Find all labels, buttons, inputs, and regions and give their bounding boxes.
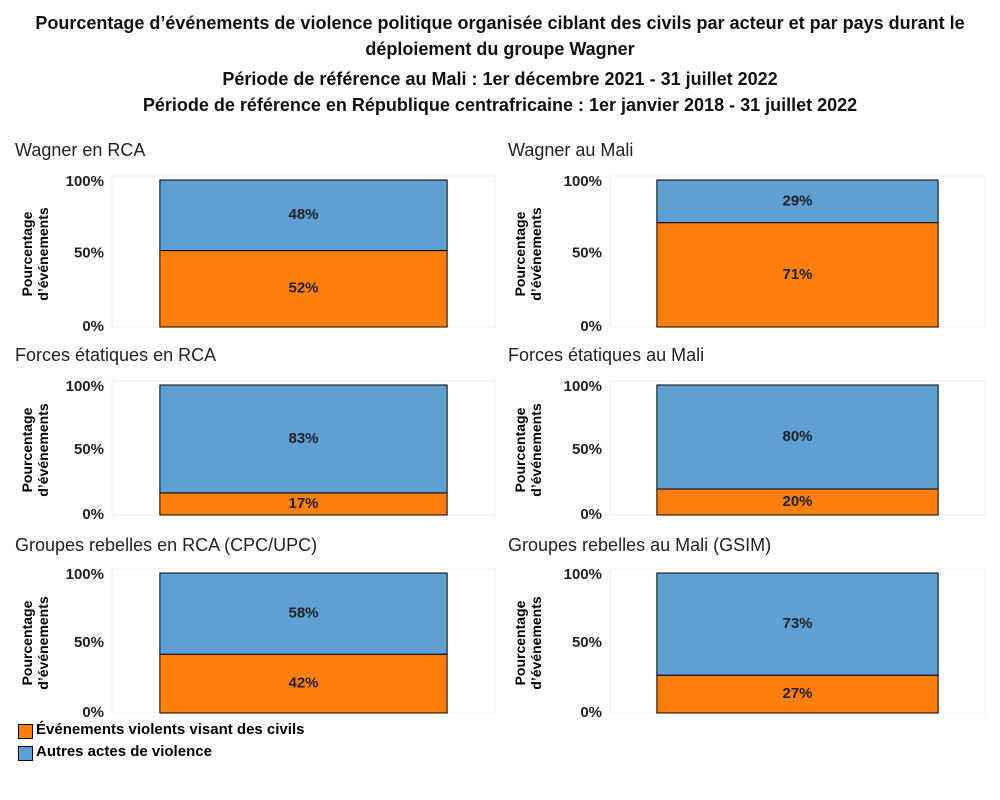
y-tick-label: 50% bbox=[572, 244, 602, 261]
value-label: 27% bbox=[782, 685, 812, 702]
y-tick-label: 0% bbox=[82, 704, 104, 721]
y-tick-label: 50% bbox=[572, 441, 602, 458]
y-tick-label: 100% bbox=[66, 378, 104, 395]
y-tick-label: 0% bbox=[580, 704, 602, 721]
legend-label: Autres actes de violence bbox=[36, 743, 212, 760]
y-axis-label: Pourcentage d’événements bbox=[19, 403, 51, 497]
value-label: 48% bbox=[288, 206, 318, 223]
y-tick-label: 50% bbox=[572, 634, 602, 651]
y-tick-label: 100% bbox=[66, 566, 104, 583]
chart-title: Pourcentage d’événements de violence pol… bbox=[35, 13, 965, 59]
bar-segment bbox=[159, 572, 448, 655]
subtitle: Période de référence au Mali : 1er décem… bbox=[222, 69, 778, 89]
subplot-title: Forces étatiques en RCA bbox=[15, 345, 217, 365]
y-axis-label: Pourcentage d’événements bbox=[512, 596, 544, 690]
y-axis-label: Pourcentage d’événements bbox=[19, 596, 51, 690]
legend-label: Événements violents visant des civils bbox=[36, 721, 305, 738]
y-tick-label: 0% bbox=[82, 506, 104, 523]
subplot-title: Forces étatiques au Mali bbox=[508, 345, 705, 365]
y-tick-label: 50% bbox=[74, 244, 104, 261]
y-tick-label: 100% bbox=[66, 173, 104, 190]
value-label: 71% bbox=[782, 266, 812, 283]
legend-swatch bbox=[18, 724, 33, 739]
y-tick-label: 0% bbox=[580, 318, 602, 335]
bar-segment bbox=[656, 572, 939, 676]
value-label: 42% bbox=[288, 675, 318, 692]
y-axis-label: Pourcentage d’événements bbox=[19, 206, 51, 301]
value-label: 58% bbox=[288, 605, 318, 622]
bar-segment bbox=[656, 179, 939, 224]
bar-segment bbox=[656, 384, 939, 490]
value-label: 73% bbox=[782, 615, 812, 632]
subplot-title: Wagner au Mali bbox=[508, 140, 634, 160]
y-tick-label: 100% bbox=[564, 378, 602, 395]
bar-segment bbox=[159, 250, 448, 328]
value-label: 83% bbox=[288, 430, 318, 447]
bar-segment bbox=[656, 488, 939, 516]
y-tick-label: 0% bbox=[580, 506, 602, 523]
bar-segment bbox=[159, 653, 448, 714]
bar-segment bbox=[656, 674, 939, 714]
bar-segment bbox=[656, 222, 939, 328]
value-label: 29% bbox=[782, 192, 812, 209]
subtitle: Période de référence en République centr… bbox=[142, 95, 858, 115]
y-tick-label: 100% bbox=[564, 566, 602, 583]
y-tick-label: 50% bbox=[74, 441, 104, 458]
bar-segment bbox=[159, 384, 448, 494]
subplot-title: Wagner en RCA bbox=[15, 140, 146, 160]
value-label: 80% bbox=[782, 428, 812, 445]
subplot-title: Groupes rebelles en RCA (CPC/UPC) bbox=[15, 535, 318, 555]
value-label: 20% bbox=[782, 493, 812, 510]
y-tick-label: 100% bbox=[564, 173, 602, 190]
subplot-title: Groupes rebelles au Mali (GSIM) bbox=[508, 535, 772, 555]
bar-segment bbox=[159, 179, 448, 252]
y-axis-label: Pourcentage d’événements bbox=[512, 403, 544, 497]
legend-swatch bbox=[18, 746, 33, 761]
value-label: 17% bbox=[288, 495, 318, 512]
value-label: 52% bbox=[288, 280, 318, 297]
y-tick-label: 50% bbox=[74, 634, 104, 651]
y-axis-label: Pourcentage d’événements bbox=[512, 206, 544, 301]
y-tick-label: 0% bbox=[82, 318, 104, 335]
